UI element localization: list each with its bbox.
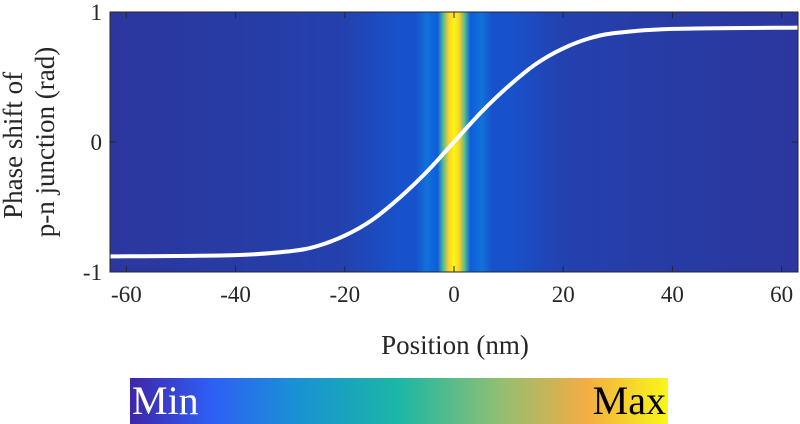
colorbar-gradient <box>130 378 668 424</box>
colorbar-max-label: Max <box>593 378 666 423</box>
x-tick-label: 60 <box>770 282 793 307</box>
y-axis-label-line-1: Phase shift of <box>0 72 28 219</box>
y-axis-ticks: -1 0 1 <box>83 0 798 285</box>
y-tick-label: 1 <box>91 0 103 25</box>
x-tick-label: -40 <box>220 282 251 307</box>
x-tick-label: 0 <box>448 282 460 307</box>
y-tick-label: -1 <box>83 260 102 285</box>
x-axis-ticks: -60 -40 -20 0 20 40 60 <box>111 12 793 307</box>
phase-shift-curve <box>109 25 799 259</box>
x-tick-label: 40 <box>661 282 684 307</box>
y-axis-label: Phase shift of p-n junction (rad) <box>0 47 60 237</box>
x-axis-label: Position (nm) <box>381 330 529 360</box>
x-tick-label: -20 <box>329 282 360 307</box>
plot-area <box>109 11 799 273</box>
x-tick-label: 20 <box>552 282 575 307</box>
colorbar: Min Max <box>130 378 668 424</box>
y-axis-label-line-2: p-n junction (rad) <box>30 47 60 237</box>
x-tick-label: -60 <box>111 282 142 307</box>
y-tick-label: 0 <box>91 130 103 155</box>
colorbar-min-label: Min <box>132 378 199 423</box>
